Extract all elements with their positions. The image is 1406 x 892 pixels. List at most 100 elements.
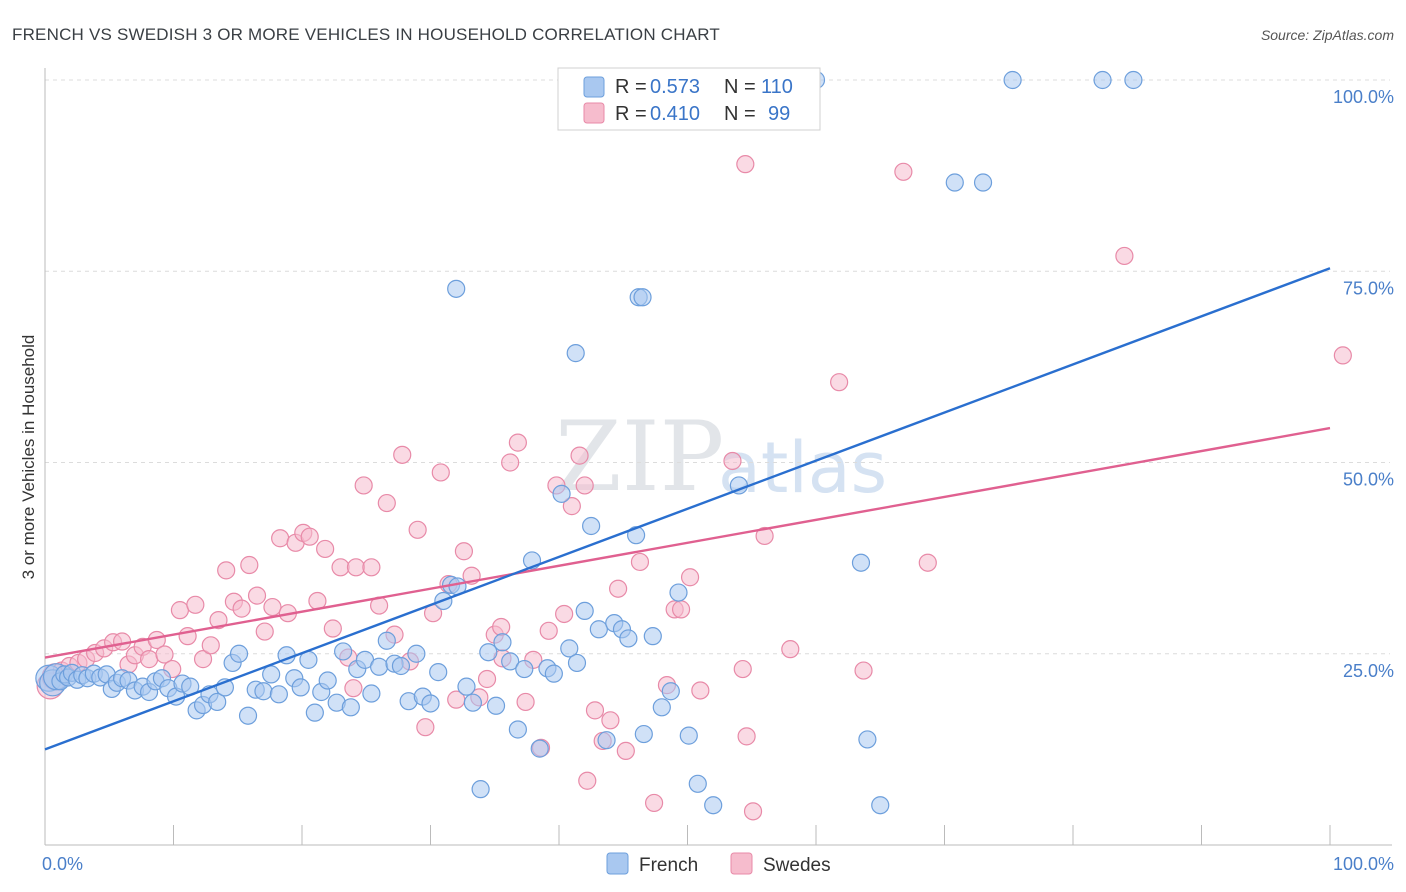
trendlines — [44, 267, 1331, 751]
swedes-point-95 — [575, 476, 594, 495]
swedes-point-69 — [570, 446, 589, 465]
legend-swedes-r-value: 0.410 — [650, 103, 700, 125]
swedes-point-49 — [416, 718, 435, 737]
swedes-point-80 — [671, 600, 691, 619]
french-point-90 — [661, 682, 680, 701]
swedes-point-94 — [830, 373, 849, 392]
french-point-32 — [229, 644, 249, 663]
swedes-point-73 — [601, 711, 620, 730]
swedes-point-41 — [354, 476, 373, 495]
french-point-107 — [1093, 70, 1112, 90]
swedes-point-87 — [781, 640, 800, 659]
swedes-point-34 — [300, 527, 319, 546]
axes — [44, 68, 1392, 846]
swedes-point-38 — [331, 558, 350, 577]
french-point-58 — [421, 694, 440, 713]
french-point-91 — [669, 583, 688, 602]
swedes-point-75 — [616, 741, 635, 761]
swedes-point-51 — [431, 463, 450, 482]
legend: R = 0.573 N = 110 R = 0.410 N = 99 — [557, 67, 821, 131]
chart-source: Source: ZipAtlas.com — [1261, 27, 1394, 43]
french-point-33 — [238, 706, 258, 725]
french-point-71 — [515, 659, 534, 679]
french-point-59 — [429, 663, 448, 682]
french-point-54 — [391, 656, 411, 676]
french-point-40 — [291, 678, 310, 697]
french-point-36 — [262, 665, 281, 684]
french-point-68 — [493, 633, 512, 652]
french-point-76 — [552, 484, 571, 503]
swedes-point-23 — [217, 561, 236, 580]
swedes-point-40 — [346, 558, 366, 577]
y-tick-label-2: 75.0% — [1343, 278, 1394, 298]
legend-swedes-n-value: 99 — [768, 103, 790, 125]
french-point-73 — [530, 739, 549, 758]
french-point-85 — [619, 629, 638, 648]
swedes-point-60 — [501, 453, 520, 472]
bottom-legend-swatch-swedes — [730, 852, 753, 875]
swedes-point-61 — [508, 433, 527, 452]
swedes-point-26 — [240, 555, 259, 575]
swedes-point-89 — [918, 553, 937, 572]
trendline-french — [44, 267, 1331, 751]
french-point-99 — [566, 344, 585, 363]
swedes-point-37 — [323, 619, 342, 638]
french-point-46 — [334, 642, 353, 661]
x-tick-label-max: 100.0% — [1333, 854, 1394, 874]
french-point-89 — [652, 698, 671, 717]
chart-title: FRENCH VS SWEDISH 3 OR MORE VEHICLES IN … — [12, 25, 720, 44]
swedes-point-29 — [263, 597, 282, 617]
swedes-point-74 — [609, 579, 628, 598]
swedes-point-57 — [477, 669, 497, 689]
bottom-legend-swatch-french — [606, 852, 629, 875]
french-point-93 — [688, 774, 707, 793]
french-point-109 — [858, 730, 877, 749]
bottom-legend: French Swedes — [606, 852, 831, 876]
swedes-point-25 — [232, 599, 251, 618]
swedes-point-68 — [562, 497, 581, 516]
y-tick-labels: 25.0% 50.0% 75.0% 100.0% — [1333, 87, 1394, 681]
french-point-35 — [254, 682, 273, 701]
swedes-point-77 — [644, 793, 664, 813]
french-point-92 — [679, 726, 698, 745]
french-point-105 — [973, 173, 993, 192]
swedes-point-83 — [723, 451, 742, 471]
swedes-point-28 — [255, 622, 274, 641]
french-point-66 — [479, 643, 498, 662]
french-point-42 — [305, 703, 324, 722]
french-point-75 — [544, 664, 563, 683]
swedes-point-88 — [854, 661, 873, 680]
swedes-point-84 — [733, 659, 752, 679]
french-point-44 — [318, 671, 337, 690]
swedes-point-48 — [408, 520, 427, 539]
french-point-87 — [634, 724, 653, 744]
french-point-79 — [575, 601, 594, 621]
y-tick-label-3: 100.0% — [1333, 87, 1394, 107]
french-point-29 — [208, 692, 227, 712]
swedes-point-82 — [691, 681, 710, 700]
french-point-94 — [704, 796, 723, 815]
swedes-point-90 — [1115, 246, 1134, 266]
french-point-101 — [633, 288, 652, 307]
swedes-point-9 — [112, 632, 132, 651]
swedes-point-19 — [186, 595, 205, 614]
swedes-point-20 — [193, 650, 213, 669]
swedes-point-97 — [344, 679, 363, 698]
french-point-47 — [341, 698, 360, 717]
x-tick-label-min: 0.0% — [42, 854, 83, 874]
swedes-point-54 — [454, 542, 474, 561]
swedes-point-67 — [555, 604, 574, 624]
swedes-point-85 — [743, 802, 763, 821]
legend-french-n-value: 110 — [761, 76, 793, 98]
swedes-point-22 — [209, 610, 228, 630]
french-point-69 — [501, 652, 520, 671]
french-point-63 — [457, 677, 476, 696]
swedes-point-13 — [139, 650, 159, 669]
swedes-point-91 — [1333, 346, 1352, 365]
french-point-67 — [486, 696, 506, 715]
swedes-point-70 — [578, 771, 597, 790]
swedes-point-30 — [271, 529, 290, 548]
swedes-point-76 — [630, 552, 650, 572]
french-point-108 — [1124, 70, 1143, 90]
